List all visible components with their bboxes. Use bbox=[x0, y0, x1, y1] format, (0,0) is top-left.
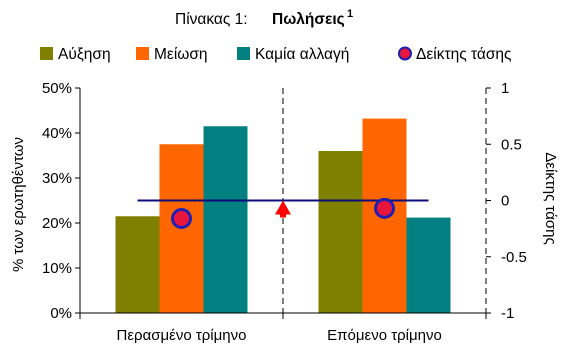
y2-tick-label-0: -1 bbox=[501, 305, 514, 322]
y-tick-label-5: 50% bbox=[42, 80, 72, 97]
bar-3-2 bbox=[406, 217, 451, 313]
y-tick-label-0: 0% bbox=[50, 305, 72, 322]
legend-label-1: Αύξηση bbox=[58, 46, 111, 63]
legend-marker-indicator bbox=[398, 46, 412, 61]
legend-label-3: Καμία αλλαγή bbox=[255, 46, 349, 63]
x-tick-label-2: Επόμενο τρίμηνο bbox=[327, 327, 442, 344]
legend-swatch-2 bbox=[136, 47, 149, 60]
bar-3-1 bbox=[203, 126, 248, 313]
indicator-point-2 bbox=[374, 197, 395, 219]
bar-1-2 bbox=[318, 151, 363, 313]
bar-1-1 bbox=[115, 216, 160, 313]
indicator-point-1 bbox=[171, 208, 192, 229]
y-tick-label-3: 30% bbox=[42, 170, 72, 187]
y-tick-label-2: 20% bbox=[42, 215, 72, 232]
legend: Αύξηση Μείωση Καμία αλλαγή Δείκτης τάσης bbox=[40, 46, 512, 63]
y2-tick-label-1: -0.5 bbox=[501, 249, 527, 266]
y-tick-label-4: 40% bbox=[42, 125, 72, 142]
y-axis-label: % των ερωτηθέντων bbox=[10, 137, 27, 272]
y2-tick-label-2: 0 bbox=[501, 193, 509, 210]
chart-title: Πίνακας 1: Πωλήσεις 1 bbox=[175, 8, 353, 28]
chart-title-prefix: Πίνακας 1: bbox=[175, 11, 248, 28]
legend-label-indicator: Δείκτης τάσης bbox=[416, 46, 512, 63]
chart-title-superscript: 1 bbox=[347, 8, 353, 20]
legend-swatch-1 bbox=[40, 47, 53, 60]
legend-label-2: Μείωση bbox=[154, 46, 208, 63]
trend-arrow-icon bbox=[275, 200, 291, 218]
axes: 0% 10% 20% 30% 40% 50% -1 -0.5 0 0.5 1 Περασμένο τρ… bbox=[10, 80, 559, 344]
chart-title-main: Πωλήσεις bbox=[272, 11, 345, 28]
y2-tick-label-3: 0.5 bbox=[501, 136, 522, 153]
indicator-layer bbox=[137, 197, 429, 229]
y2-axis-label: Δείκτης τάσης bbox=[542, 152, 559, 244]
x-tick-label-1: Περασμένο τρίμηνο bbox=[117, 327, 247, 344]
y2-tick-label-4: 1 bbox=[501, 80, 509, 97]
y-tick-label-1: 10% bbox=[42, 260, 72, 277]
legend-swatch-3 bbox=[237, 47, 250, 60]
